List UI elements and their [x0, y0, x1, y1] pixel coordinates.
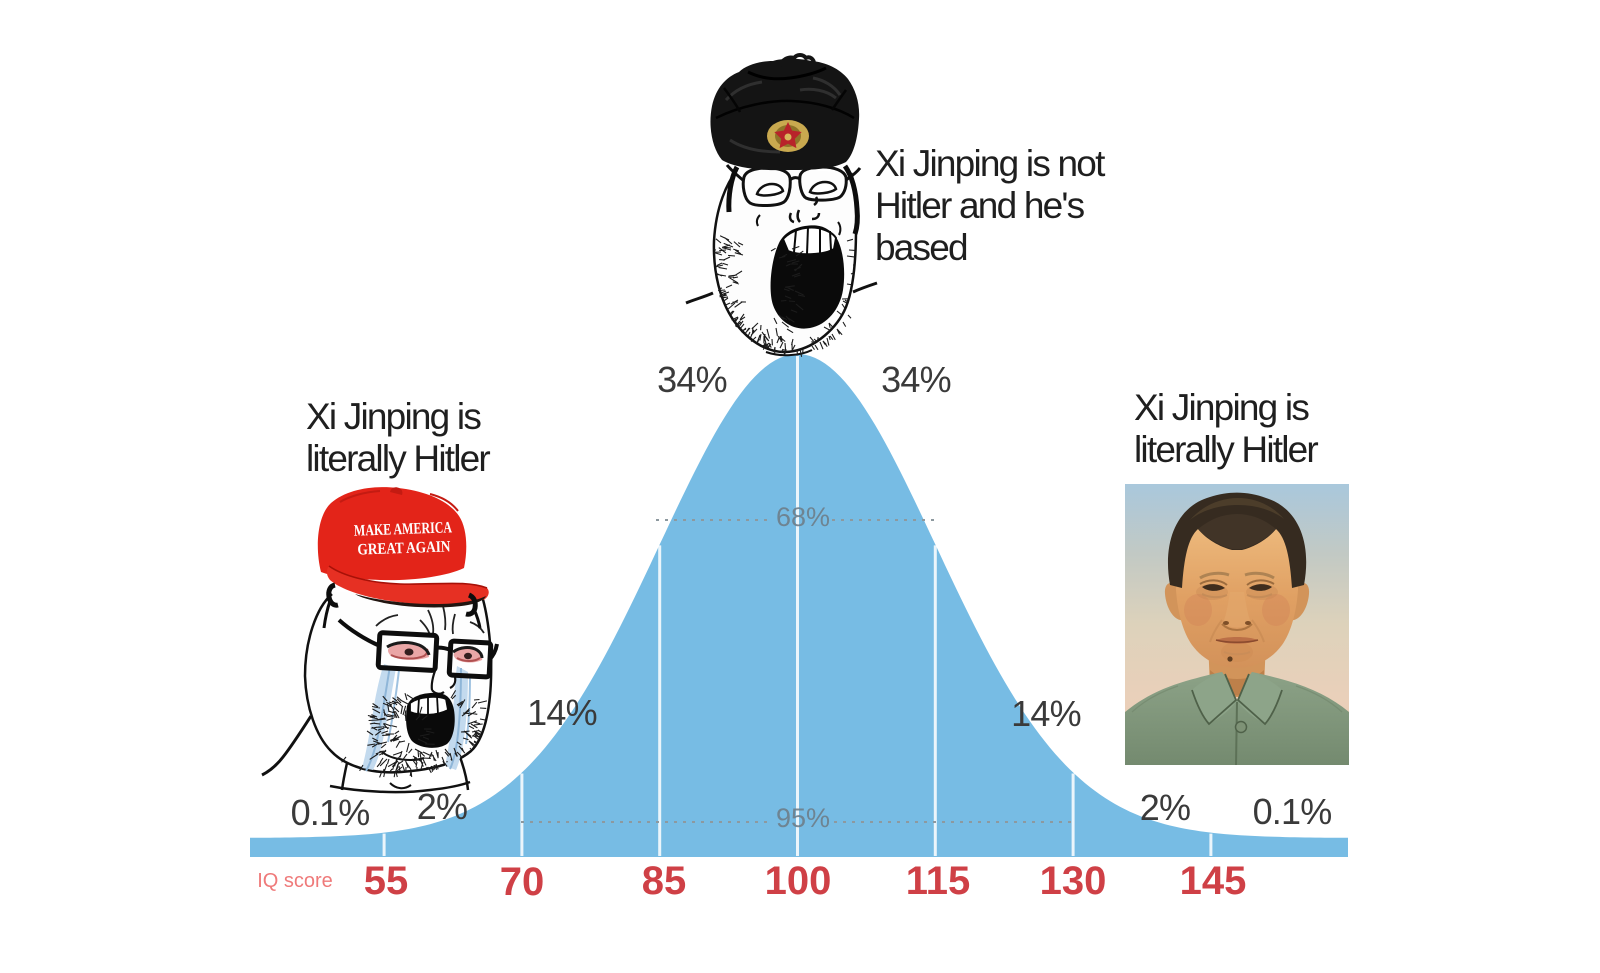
svg-text:68%: 68% — [776, 502, 830, 532]
svg-text:95%: 95% — [776, 803, 830, 833]
svg-text:MAKE AMERICA: MAKE AMERICA — [354, 519, 453, 539]
svg-text:GREAT AGAIN: GREAT AGAIN — [357, 538, 451, 558]
